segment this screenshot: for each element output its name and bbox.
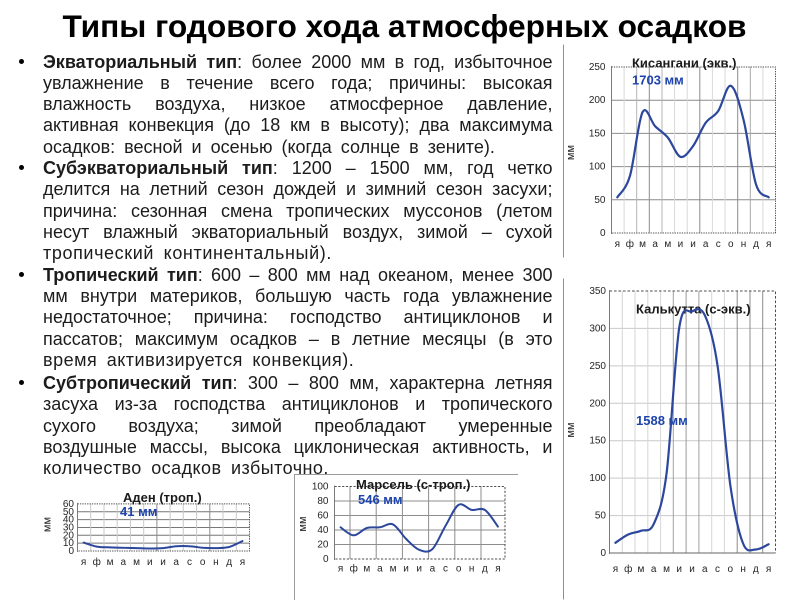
svg-text:мм: мм xyxy=(565,145,577,160)
svg-text:и: и xyxy=(160,557,166,568)
svg-text:а: а xyxy=(702,564,708,575)
svg-text:а: а xyxy=(651,564,657,575)
svg-text:40: 40 xyxy=(317,525,329,536)
svg-text:д: д xyxy=(482,564,488,575)
svg-text:я: я xyxy=(613,564,618,575)
svg-text:м: м xyxy=(663,564,670,575)
svg-text:я: я xyxy=(766,239,771,250)
svg-text:о: о xyxy=(456,564,462,575)
svg-text:Калькутта (с-экв.): Калькутта (с-экв.) xyxy=(636,302,751,317)
svg-text:10: 10 xyxy=(63,538,75,549)
svg-text:ф: ф xyxy=(93,556,101,568)
svg-text:м: м xyxy=(133,557,140,568)
svg-text:100: 100 xyxy=(589,162,606,173)
svg-text:и: и xyxy=(403,564,409,575)
svg-text:и: и xyxy=(690,239,696,250)
svg-text:350: 350 xyxy=(589,286,606,297)
svg-text:а: а xyxy=(377,564,383,575)
svg-text:м: м xyxy=(664,239,671,250)
svg-text:а: а xyxy=(652,239,658,250)
svg-text:я: я xyxy=(615,239,620,250)
svg-text:о: о xyxy=(728,564,734,575)
svg-text:д: д xyxy=(226,557,232,568)
svg-text:и: и xyxy=(678,239,684,250)
svg-text:а: а xyxy=(121,557,127,568)
svg-text:ф: ф xyxy=(350,563,358,575)
svg-text:м: м xyxy=(637,564,644,575)
svg-text:100: 100 xyxy=(589,473,606,484)
svg-text:1703 мм: 1703 мм xyxy=(632,73,684,88)
svg-text:546 мм: 546 мм xyxy=(358,492,403,507)
svg-text:0: 0 xyxy=(600,548,606,559)
svg-text:мм: мм xyxy=(565,422,577,437)
svg-text:ф: ф xyxy=(626,238,634,250)
svg-text:50: 50 xyxy=(63,507,75,518)
svg-text:а: а xyxy=(430,564,436,575)
svg-text:20: 20 xyxy=(63,530,75,541)
svg-text:40: 40 xyxy=(63,515,75,526)
svg-text:80: 80 xyxy=(317,496,329,507)
svg-text:м: м xyxy=(639,239,646,250)
svg-text:а: а xyxy=(703,239,709,250)
svg-text:о: о xyxy=(200,557,206,568)
svg-text:мм: мм xyxy=(42,517,54,532)
svg-text:250: 250 xyxy=(589,62,606,73)
svg-text:Марсель (с-троп.): Марсель (с-троп.) xyxy=(356,477,470,492)
svg-text:60: 60 xyxy=(317,511,329,522)
svg-text:и: и xyxy=(416,564,422,575)
svg-text:0: 0 xyxy=(600,228,606,239)
svg-text:д: д xyxy=(753,239,759,250)
svg-text:я: я xyxy=(338,564,343,575)
svg-text:150: 150 xyxy=(589,128,606,139)
svg-text:м: м xyxy=(390,564,397,575)
svg-text:с: с xyxy=(716,239,721,250)
svg-text:0: 0 xyxy=(68,546,74,557)
svg-text:м: м xyxy=(107,557,114,568)
svg-text:и: и xyxy=(676,564,682,575)
svg-text:300: 300 xyxy=(589,323,606,334)
svg-text:50: 50 xyxy=(594,195,606,206)
svg-text:н: н xyxy=(741,239,747,250)
svg-text:с: с xyxy=(187,557,192,568)
svg-text:я: я xyxy=(766,564,771,575)
svg-text:20: 20 xyxy=(317,540,329,551)
svg-text:60: 60 xyxy=(63,499,75,510)
svg-text:и: и xyxy=(147,557,153,568)
svg-text:41 мм: 41 мм xyxy=(120,504,157,519)
svg-text:1588 мм: 1588 мм xyxy=(636,413,688,428)
svg-text:я: я xyxy=(81,557,86,568)
svg-text:50: 50 xyxy=(595,511,607,522)
svg-text:н: н xyxy=(740,564,746,575)
svg-text:Аден (троп.): Аден (троп.) xyxy=(123,490,202,505)
svg-text:200: 200 xyxy=(589,398,606,409)
svg-text:н: н xyxy=(469,564,475,575)
svg-text:250: 250 xyxy=(589,361,606,372)
svg-text:я: я xyxy=(240,557,245,568)
svg-text:д: д xyxy=(753,564,759,575)
svg-text:с: с xyxy=(443,564,448,575)
svg-text:с: с xyxy=(715,564,720,575)
svg-text:и: и xyxy=(689,564,695,575)
svg-text:30: 30 xyxy=(63,523,75,534)
svg-text:мм: мм xyxy=(297,516,309,531)
svg-text:0: 0 xyxy=(323,554,329,565)
svg-text:ф: ф xyxy=(624,563,632,575)
svg-text:я: я xyxy=(495,564,500,575)
svg-text:а: а xyxy=(173,557,179,568)
svg-text:Кисангани (экв.): Кисангани (экв.) xyxy=(632,56,736,71)
svg-text:100: 100 xyxy=(312,482,329,493)
svg-text:о: о xyxy=(728,239,734,250)
svg-text:н: н xyxy=(213,557,219,568)
svg-text:м: м xyxy=(363,564,370,575)
svg-text:200: 200 xyxy=(589,95,606,106)
svg-text:150: 150 xyxy=(589,436,606,447)
